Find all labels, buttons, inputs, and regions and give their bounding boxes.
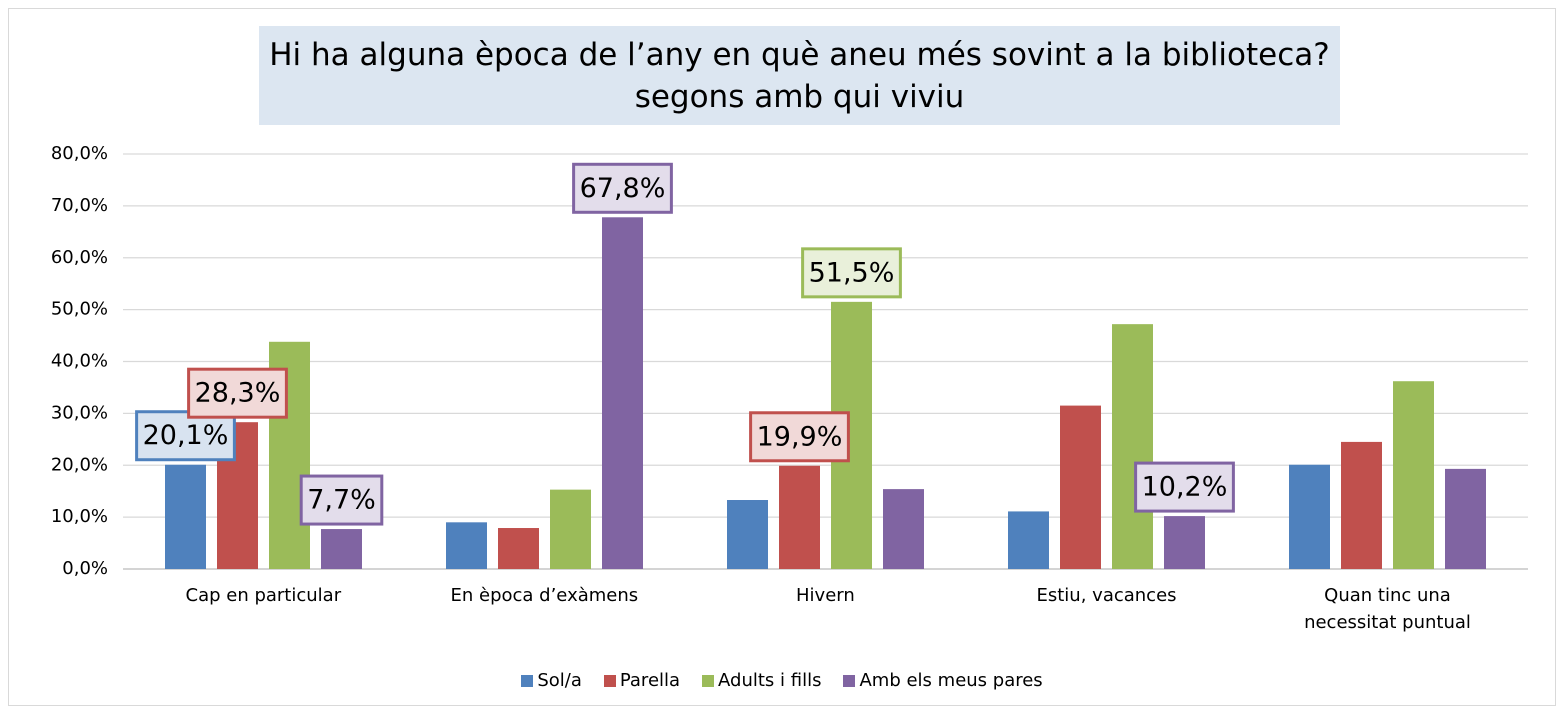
- x-tick-label: Hivern: [796, 585, 855, 606]
- data-label-text: 51,5%: [809, 257, 895, 288]
- bar: [727, 500, 768, 569]
- data-label: 67,8%: [572, 162, 673, 214]
- bar: [1341, 441, 1382, 569]
- bar: [602, 217, 643, 569]
- data-label-box: [801, 247, 902, 299]
- bar: [1393, 381, 1434, 569]
- x-tick-label: Cap en particular: [185, 585, 342, 606]
- legend-swatch: [702, 674, 715, 687]
- y-tick-label: 10,0%: [51, 506, 108, 527]
- data-label: 19,9%: [749, 411, 850, 463]
- legend: Sol/a Parella Adults i fills Amb els meus p…: [0, 670, 1564, 691]
- data-label: 7,7%: [299, 474, 384, 526]
- y-tick-label: 40,0%: [51, 351, 108, 372]
- x-tick-label: Quan tinc una necessitat puntual: [1304, 585, 1471, 633]
- bar: [1445, 468, 1486, 569]
- bar: [1289, 464, 1330, 569]
- bar: [1060, 405, 1101, 569]
- data-label: 28,3%: [187, 367, 288, 419]
- data-label-text: 19,9%: [757, 421, 843, 452]
- y-tick-label: 80,0%: [51, 143, 108, 164]
- legend-label: Adults i fills: [718, 670, 822, 691]
- legend-item: Adults i fills: [702, 670, 821, 691]
- legend-label: Parella: [619, 670, 681, 691]
- data-label-box: [187, 367, 288, 419]
- bar: [779, 465, 820, 569]
- bar: [550, 489, 591, 569]
- legend-swatch: [521, 674, 534, 687]
- legend-label: Sol/a: [537, 670, 582, 691]
- y-tick-label: 30,0%: [51, 402, 108, 423]
- y-tick-label: 70,0%: [51, 195, 108, 216]
- data-label: 10,2%: [1134, 461, 1235, 513]
- data-label-text: 28,3%: [195, 378, 281, 409]
- legend-item: Parella: [603, 670, 681, 691]
- y-tick-label: 50,0%: [51, 299, 108, 320]
- data-label-text: 20,1%: [143, 420, 229, 451]
- legend-item: Sol/a: [521, 670, 582, 691]
- chart-title: Hi ha alguna època de l’any en què aneu …: [259, 26, 1340, 125]
- data-label-box: [749, 411, 850, 463]
- bar: [1008, 511, 1049, 569]
- y-tick-label: 20,0%: [51, 454, 108, 475]
- chart-border: [8, 8, 1556, 706]
- data-label-box: [1134, 461, 1235, 513]
- bar: [883, 489, 924, 569]
- data-label-box: [135, 410, 236, 462]
- data-label-box: [572, 162, 673, 214]
- data-label-text: 67,8%: [580, 173, 666, 204]
- x-tick-label: Estiu, vacances: [1036, 585, 1177, 606]
- bar: [321, 529, 362, 569]
- data-label-box: [299, 474, 384, 526]
- y-tick-label: 60,0%: [51, 247, 108, 268]
- data-label: 51,5%: [801, 247, 902, 299]
- bar: [446, 522, 487, 569]
- data-label: 20,1%: [135, 410, 236, 462]
- bar: [165, 464, 206, 569]
- bar: [1112, 324, 1153, 569]
- data-label-text: 10,2%: [1142, 472, 1228, 503]
- y-tick-label: 0,0%: [62, 558, 108, 579]
- legend-item: Amb els meus pares: [843, 670, 1043, 691]
- data-label-text: 7,7%: [307, 485, 376, 516]
- x-tick-label: En època d’exàmens: [450, 585, 639, 606]
- legend-swatch: [603, 674, 616, 687]
- legend-swatch: [843, 674, 856, 687]
- bar: [498, 528, 539, 569]
- bar: [1164, 516, 1205, 569]
- legend-label: Amb els meus pares: [859, 670, 1043, 691]
